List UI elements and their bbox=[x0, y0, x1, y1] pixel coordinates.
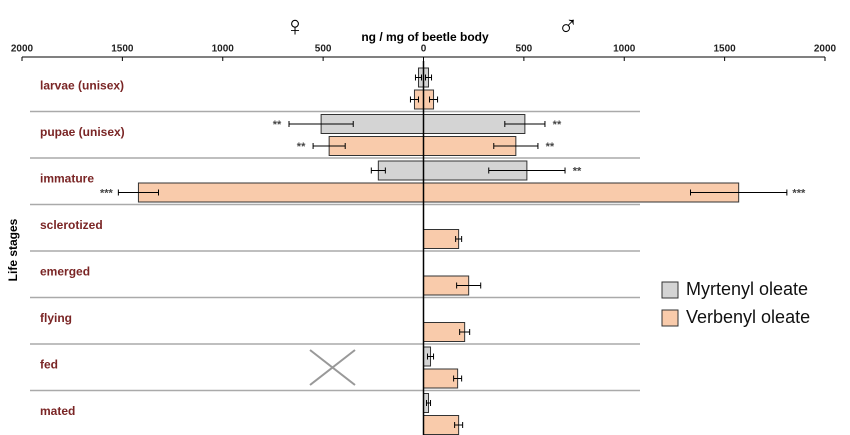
error-bar bbox=[689, 189, 788, 196]
error-bar bbox=[288, 121, 354, 127]
error-bar bbox=[454, 422, 464, 428]
error-bar bbox=[370, 167, 386, 174]
category-label: immature bbox=[40, 171, 94, 185]
error-bar bbox=[453, 375, 463, 382]
x-tick-label: 1000 bbox=[613, 44, 636, 55]
male-symbol: ♂ bbox=[558, 10, 579, 41]
error-bar bbox=[409, 96, 419, 103]
bar bbox=[423, 322, 466, 342]
error-bar bbox=[426, 400, 432, 406]
bar bbox=[423, 229, 460, 249]
error-bar bbox=[488, 167, 566, 174]
x-tick-label: 2000 bbox=[11, 44, 34, 55]
x-tick-label: 500 bbox=[516, 44, 533, 55]
significance: ** bbox=[273, 119, 282, 131]
error-bar bbox=[312, 143, 346, 149]
y-axis-label: Life stages bbox=[6, 218, 20, 281]
no-data-cross bbox=[309, 349, 356, 386]
error-bar bbox=[504, 121, 546, 127]
legend-label: Myrtenyl oleate bbox=[686, 279, 808, 299]
error-bar bbox=[117, 189, 160, 196]
significance: ** bbox=[553, 119, 562, 131]
female-symbol: ♀ bbox=[285, 10, 306, 41]
x-tick-label: 1000 bbox=[212, 44, 235, 55]
error-bar bbox=[456, 282, 482, 289]
significance: ** bbox=[297, 141, 306, 153]
significance: ** bbox=[573, 165, 582, 177]
error-bar bbox=[493, 143, 539, 149]
error-bar bbox=[455, 236, 463, 242]
category-label: pupae (unisex) bbox=[40, 125, 125, 139]
category-label: sclerotized bbox=[40, 218, 103, 232]
bar bbox=[423, 368, 459, 389]
error-bar bbox=[459, 329, 471, 335]
x-tick-label: 1500 bbox=[111, 44, 134, 55]
legend-swatch bbox=[661, 281, 679, 299]
x-tick-label: 0 bbox=[421, 44, 427, 55]
significance: *** bbox=[792, 187, 806, 199]
legend-swatch bbox=[661, 309, 679, 327]
significance: ** bbox=[546, 141, 555, 153]
x-tick-label: 500 bbox=[315, 44, 332, 55]
bar bbox=[137, 182, 424, 203]
category-label: mated bbox=[40, 404, 75, 418]
category-label: flying bbox=[40, 311, 72, 325]
bar bbox=[423, 415, 460, 435]
error-bar bbox=[414, 74, 422, 81]
x-tick-label: 2000 bbox=[814, 44, 837, 55]
error-bar bbox=[425, 74, 433, 81]
category-label: larvae (unisex) bbox=[40, 78, 124, 92]
error-bar bbox=[427, 353, 435, 360]
significance: *** bbox=[100, 187, 114, 199]
legend-label: Verbenyl oleate bbox=[686, 307, 810, 327]
category-label: fed bbox=[40, 357, 58, 371]
error-bar bbox=[429, 96, 439, 103]
category-label: emerged bbox=[40, 264, 90, 278]
chart-title: ng / mg of beetle body bbox=[361, 30, 489, 44]
x-tick-label: 1500 bbox=[714, 44, 737, 55]
